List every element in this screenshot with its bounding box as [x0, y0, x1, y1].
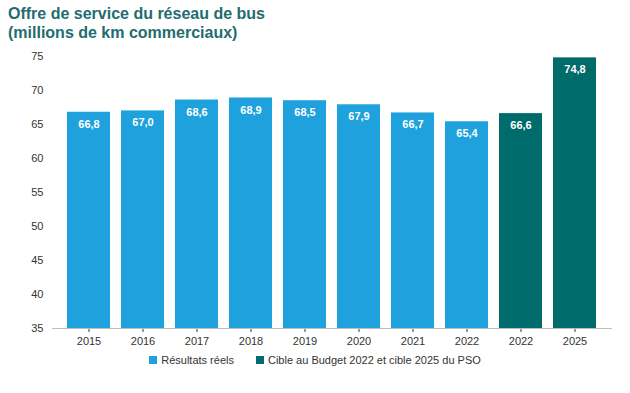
svg-text:2022: 2022: [509, 335, 533, 347]
svg-text:66,8: 66,8: [78, 118, 99, 130]
svg-text:35: 35: [31, 322, 43, 334]
svg-text:40: 40: [31, 288, 43, 300]
svg-text:67,0: 67,0: [132, 116, 153, 128]
svg-text:2021: 2021: [401, 335, 425, 347]
svg-text:70: 70: [31, 84, 43, 96]
svg-text:68,6: 68,6: [186, 106, 207, 118]
html-text:Résultats réels: Résultats réels: [161, 354, 234, 366]
svg-text:2015: 2015: [77, 335, 101, 347]
svg-text:2022: 2022: [455, 335, 479, 347]
svg-text:66,7: 66,7: [402, 118, 423, 130]
svg-text:60: 60: [31, 152, 43, 164]
svg-text:75: 75: [31, 50, 43, 62]
svg-text:2018: 2018: [239, 335, 263, 347]
svg-text:65,4: 65,4: [456, 127, 478, 139]
svg-text:65: 65: [31, 118, 43, 130]
svg-text:45: 45: [31, 254, 43, 266]
svg-text:2017: 2017: [185, 335, 209, 347]
html-text:Offre de service du réseau de: Offre de service du réseau de bus: [8, 5, 265, 22]
html-text:(millions de km commerciaux): (millions de km commerciaux): [8, 24, 238, 41]
svg-text:55: 55: [31, 186, 43, 198]
svg-text:67,9: 67,9: [348, 110, 369, 122]
svg-text:66,6: 66,6: [510, 119, 531, 131]
svg-text:2020: 2020: [347, 335, 371, 347]
svg-text:50: 50: [31, 220, 43, 232]
svg-text:2016: 2016: [131, 335, 155, 347]
svg-text:68,5: 68,5: [294, 106, 315, 118]
svg-text:2025: 2025: [563, 335, 587, 347]
svg-text:2019: 2019: [293, 335, 317, 347]
svg-text:68,9: 68,9: [240, 104, 261, 116]
html-text:Cible au Budget 2022 et cible: Cible au Budget 2022 et cible 2025 du PS…: [268, 354, 481, 366]
svg-text:74,8: 74,8: [564, 63, 585, 75]
